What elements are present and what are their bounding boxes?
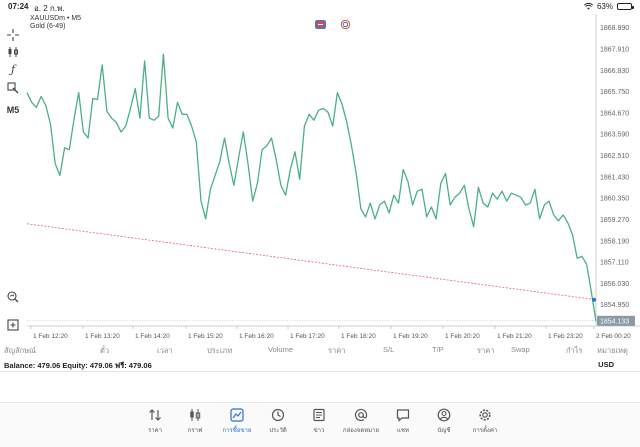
symbol-subtitle: Gold (6-49) — [30, 23, 66, 30]
account-icon — [437, 408, 451, 422]
divider — [0, 371, 640, 372]
y-tick-label: 1862.510 — [600, 153, 629, 160]
y-tick-label: 1857.110 — [600, 260, 629, 267]
balance-text: Balance: 479.06 Equity: 479.06 ฟรี: 479.… — [4, 361, 152, 370]
market-status-icon[interactable] — [340, 20, 351, 29]
y-tick-label: 1868.990 — [600, 25, 629, 32]
objects-icon[interactable] — [4, 79, 22, 97]
zoom-icon[interactable] — [4, 288, 22, 306]
y-tick-label: 1859.270 — [600, 217, 629, 224]
status-bar: 07:24 อ. 2 ก.พ. 63% — [0, 0, 640, 14]
chart-toolbar: ƒ M5 — [0, 26, 26, 346]
chat-icon — [396, 409, 410, 422]
nav-label: การตั้งค่า — [472, 428, 498, 434]
x-tick-label: 1 Feb 23:20 — [548, 333, 583, 340]
timeframe-button[interactable]: M5 — [6, 105, 20, 115]
nav-mailbox[interactable]: กล่องจดหมาย — [341, 408, 381, 435]
chart-area[interactable]: 1868.990 1867.910 1866.830 1865.750 1864.670… — [0, 14, 640, 344]
col-sl: S/L — [383, 345, 395, 354]
y-tick-label: 1867.910 — [600, 46, 629, 53]
balance-currency: USD — [598, 360, 614, 369]
nav-label: กราฟ — [187, 428, 203, 434]
y-tick-label: 1864.670 — [600, 110, 629, 117]
col-time: เวลา — [157, 346, 173, 355]
x-tick-label: 1 Feb 12:20 — [33, 333, 68, 340]
nav-label: ข่าว — [313, 428, 325, 434]
wifi-icon — [583, 3, 593, 10]
col-price-current: ราคา — [477, 346, 495, 355]
x-tick-label: 1 Feb 19:20 — [393, 333, 428, 340]
balance-row[interactable]: Balance: 479.06 Equity: 479.06 ฟรี: 479.… — [0, 358, 640, 372]
bottom-nav: ราคา กราฟ การซื้อขาย ประวัติ ข่าว กล่องจ… — [0, 402, 640, 447]
current-price-label: 1854.133 — [600, 318, 629, 325]
x-tick-label: 1 Feb 18:20 — [341, 333, 376, 340]
nav-label: ประวัติ — [269, 428, 287, 434]
nav-news[interactable]: ข่าว — [299, 408, 339, 435]
nav-quotes[interactable]: ราคา — [135, 408, 175, 435]
x-tick-label: 1 Feb 17:20 — [290, 333, 325, 340]
history-icon — [271, 408, 285, 422]
trade-icon — [230, 408, 244, 422]
quotes-icon — [149, 409, 161, 421]
y-tick-label: 1858.190 — [600, 238, 629, 245]
trend-end-marker — [592, 297, 596, 302]
mailbox-icon — [354, 408, 368, 421]
price-series-line — [26, 53, 597, 322]
nav-label: ราคา — [148, 428, 162, 434]
x-tick-label: 1 Feb 20:20 — [445, 333, 480, 340]
nav-label: การซื้อขาย — [222, 428, 252, 434]
col-swap: Swap — [511, 345, 530, 354]
x-tick-label: 1 Feb 13:20 — [85, 333, 120, 340]
col-volume: Volume — [268, 345, 294, 354]
nav-account[interactable]: บัญชี — [424, 408, 464, 435]
y-tick-label: 1866.830 — [600, 68, 629, 75]
nav-settings[interactable]: การตั้งค่า — [465, 408, 505, 435]
indicators-icon[interactable]: ƒ — [10, 62, 16, 76]
x-tick-label: 1 Feb 21:20 — [497, 333, 532, 340]
y-tick-label: 1856.030 — [600, 281, 629, 288]
price-chart[interactable]: 1868.990 1867.910 1866.830 1865.750 1864.670… — [0, 14, 640, 344]
nav-trade[interactable]: การซื้อขาย — [217, 408, 257, 435]
nav-label: บัญชี — [437, 428, 451, 434]
symbol-title: XAUUSDm • M5 — [30, 15, 82, 22]
y-tick-label: 1865.750 — [600, 89, 629, 96]
new-order-icon[interactable] — [4, 316, 22, 334]
crosshair-icon[interactable] — [4, 26, 22, 44]
nav-chart[interactable]: กราฟ — [175, 408, 215, 435]
news-icon — [313, 408, 325, 422]
y-tick-label: 1863.590 — [600, 132, 629, 139]
col-tp: T/P — [432, 345, 444, 354]
one-click-trading-icon[interactable] — [315, 20, 326, 29]
x-tick-label: 1 Feb 14:20 — [135, 333, 170, 340]
status-right: 63% — [583, 2, 634, 11]
nav-label: แชท — [397, 428, 409, 434]
chart-icon — [190, 409, 201, 421]
col-type: ประเภท — [207, 346, 233, 355]
y-tick-label: 1860.350 — [600, 196, 629, 203]
y-tick-label: 1854.950 — [600, 302, 629, 309]
trend-line — [26, 223, 597, 301]
x-tick-label: 1 Feb 15:20 — [188, 333, 223, 340]
col-ticket: ตั๋ว — [100, 346, 110, 355]
current-price-tag — [597, 315, 635, 326]
y-tick-label: 1861.430 — [600, 174, 629, 181]
x-tick-label: 2 Feb 00:20 — [596, 333, 631, 340]
status-time: 07:24 — [8, 2, 29, 11]
settings-icon — [479, 409, 491, 421]
chart-type-icon[interactable] — [4, 43, 22, 61]
col-comment: หมายเหตุ — [597, 346, 628, 355]
nav-chat[interactable]: แชท — [383, 408, 423, 435]
nav-label: กล่องจดหมาย — [342, 428, 380, 434]
col-profit: กำไร — [566, 346, 583, 355]
positions-header: สัญลักษณ์ ตั๋ว เวลา ประเภท Volume ราคา S… — [0, 344, 640, 356]
battery-percent: 63% — [596, 2, 613, 11]
status-date: อ. 2 ก.พ. — [34, 4, 65, 13]
x-tick-label: 1 Feb 16:20 — [239, 333, 274, 340]
battery-icon — [617, 3, 634, 10]
col-symbol: สัญลักษณ์ — [4, 346, 37, 355]
col-price: ราคา — [328, 346, 346, 355]
nav-history[interactable]: ประวัติ — [258, 408, 298, 435]
